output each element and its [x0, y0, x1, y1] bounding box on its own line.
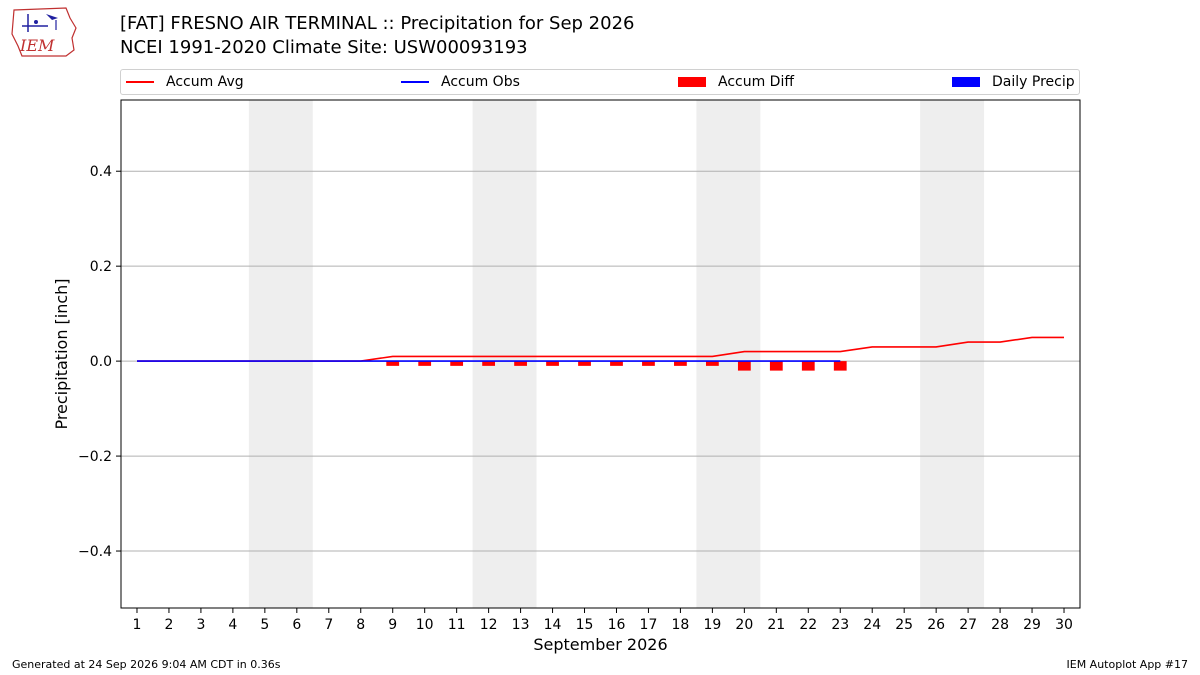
legend-item-accum-obs: Accum Obs [401, 70, 520, 94]
y-tick-label: 0.2 [90, 259, 112, 275]
x-tick-label: 24 [863, 617, 881, 633]
x-tick-label: 8 [356, 617, 365, 633]
x-tick-label: 28 [991, 617, 1009, 633]
accum-diff-bar [674, 361, 687, 366]
x-tick-label: 18 [672, 617, 690, 633]
x-tick-label: 5 [260, 617, 269, 633]
x-tick-label: 15 [576, 617, 594, 633]
x-tick-label: 17 [640, 617, 658, 633]
accum-diff-bar [450, 361, 464, 366]
accum-diff-bar [801, 361, 815, 371]
x-tick-label: 7 [324, 617, 333, 633]
accum-diff-bar [482, 361, 496, 366]
x-tick-label: 11 [448, 617, 466, 633]
legend-label-accum-diff: Accum Diff [718, 74, 795, 90]
legend-swatch-daily-precip [952, 77, 980, 87]
footer-app-id: IEM Autoplot App #17 [1066, 658, 1189, 671]
accum-diff-bar [610, 361, 623, 366]
x-tick-label: 4 [228, 617, 237, 633]
x-tick-label: 10 [416, 617, 434, 633]
accum-diff-bar [769, 361, 783, 371]
x-tick-label: 14 [544, 617, 562, 633]
accum-diff-bar [546, 361, 559, 366]
x-tick-label: 25 [895, 617, 913, 633]
plot-frame [120, 99, 1081, 609]
weekend-shade [920, 100, 985, 608]
legend-label-daily-precip: Daily Precip [992, 74, 1075, 90]
accum-diff-bar [514, 361, 527, 366]
y-tick-label: 0.0 [90, 354, 112, 370]
x-tick-label: 22 [799, 617, 817, 633]
accum-diff-bar [737, 361, 751, 371]
logo-text: IEM [19, 36, 55, 55]
legend-item-accum-avg: Accum Avg [126, 70, 244, 94]
accum-diff-bar [578, 361, 591, 366]
x-tick-label: 29 [1023, 617, 1041, 633]
chart-title: [FAT] FRESNO AIR TERMINAL :: Precipitati… [120, 12, 635, 60]
x-axis-label: September 2026 [533, 635, 667, 654]
x-tick-label: 27 [959, 617, 977, 633]
x-tick-label: 9 [388, 617, 397, 633]
legend-item-accum-diff: Accum Diff [678, 70, 794, 94]
chart-legend: Accum Avg Accum Obs Accum Diff Daily Pre… [120, 69, 1080, 95]
legend-label-accum-avg: Accum Avg [166, 74, 244, 90]
x-tick-label: 13 [512, 617, 530, 633]
x-tick-label: 20 [735, 617, 753, 633]
legend-swatch-accum-diff [678, 77, 706, 87]
accum-diff-bar [418, 361, 432, 366]
x-tick-label: 23 [831, 617, 849, 633]
iem-logo: IEM [8, 6, 80, 58]
accum-diff-bar [386, 361, 400, 366]
footer-generated: Generated at 24 Sep 2026 9:04 AM CDT in … [12, 658, 281, 671]
x-tick-label: 1 [133, 617, 142, 633]
x-tick-label: 6 [292, 617, 301, 633]
title-line-2: NCEI 1991-2020 Climate Site: USW00093193 [120, 37, 528, 58]
x-tick-label: 2 [164, 617, 173, 633]
legend-swatch-accum-obs [401, 81, 429, 83]
legend-item-daily-precip: Daily Precip [952, 70, 1075, 94]
y-axis-label: Precipitation [inch] [52, 278, 71, 429]
x-tick-label: 19 [703, 617, 721, 633]
x-tick-label: 26 [927, 617, 945, 633]
weekend-shade [248, 100, 313, 608]
weekend-shade [472, 100, 537, 608]
legend-label-accum-obs: Accum Obs [441, 74, 520, 90]
y-tick-label: 0.4 [90, 164, 112, 180]
x-tick-label: 30 [1055, 617, 1073, 633]
x-tick-label: 12 [480, 617, 498, 633]
legend-swatch-accum-avg [126, 81, 154, 83]
y-tick-label: −0.4 [78, 544, 112, 560]
y-tick-label: −0.2 [78, 449, 112, 465]
x-tick-label: 3 [196, 617, 205, 633]
accum-diff-bar [642, 361, 655, 366]
accum-diff-bar [833, 361, 847, 371]
title-line-1: [FAT] FRESNO AIR TERMINAL :: Precipitati… [120, 13, 635, 34]
accum-diff-bar [705, 361, 719, 366]
x-tick-label: 16 [608, 617, 626, 633]
x-tick-label: 21 [767, 617, 785, 633]
